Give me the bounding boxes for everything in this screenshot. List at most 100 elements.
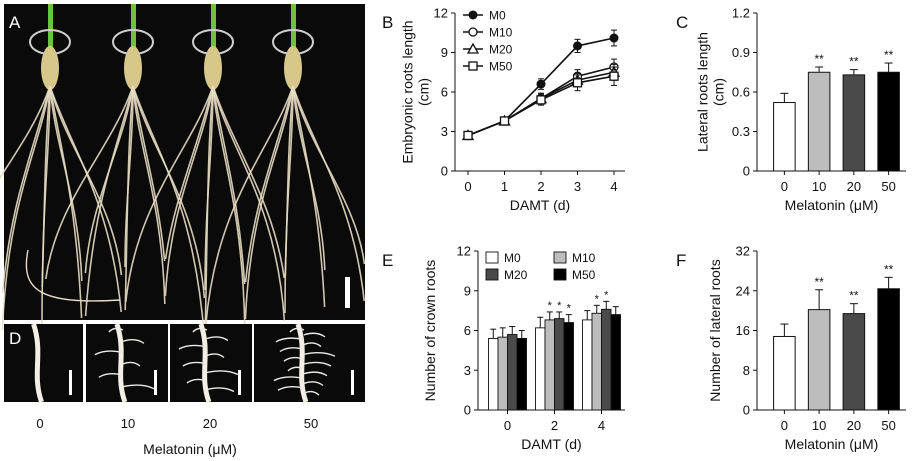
legend-label: M0 bbox=[504, 251, 521, 265]
y-tick-label: 32 bbox=[736, 244, 750, 259]
root-strand bbox=[212, 85, 285, 279]
root-strand bbox=[164, 85, 214, 297]
root-strand bbox=[25, 249, 121, 302]
legend-marker-m0 bbox=[468, 10, 478, 20]
bar-m0-4 bbox=[582, 319, 593, 411]
lateral-root bbox=[303, 361, 332, 367]
root-strand bbox=[1, 85, 51, 294]
y-tick-label: 0 bbox=[743, 403, 750, 418]
x-tick-label: 1 bbox=[501, 179, 508, 194]
x-tick-label: 0 bbox=[464, 179, 471, 194]
y-axis-label: Lateral roots length(cm) bbox=[694, 32, 726, 152]
scale-bar-d bbox=[154, 370, 157, 395]
y-tick-label: 24 bbox=[736, 283, 750, 298]
lateral-root bbox=[206, 370, 239, 376]
scale-bar-d bbox=[238, 370, 241, 395]
y-axis-label: Embryonic roots length(cm) bbox=[399, 20, 431, 163]
x-tick-label: 10 bbox=[812, 418, 826, 433]
legend-label: M50 bbox=[572, 268, 596, 282]
d-tick-20: 20 bbox=[203, 416, 217, 431]
seed bbox=[124, 46, 142, 90]
bar-m20-2 bbox=[554, 318, 565, 411]
d-tick-10: 10 bbox=[121, 416, 135, 431]
lateral-root bbox=[289, 327, 305, 333]
x-tick-label: 2 bbox=[551, 418, 558, 433]
lateral-root bbox=[303, 351, 336, 357]
y-tick-label: 0.6 bbox=[732, 85, 750, 100]
stem bbox=[48, 4, 53, 50]
bar-m50-4 bbox=[610, 314, 621, 411]
legend-swatch-m20 bbox=[485, 268, 499, 281]
y-tick-label: 1.2 bbox=[732, 6, 750, 21]
root-strand bbox=[49, 85, 123, 276]
x-tick-label: 0 bbox=[781, 418, 788, 433]
y-axis-label: Number of crown roots bbox=[422, 260, 438, 402]
root-strand bbox=[244, 85, 294, 320]
x-tick-label: 4 bbox=[610, 179, 617, 194]
stem bbox=[291, 4, 296, 50]
legend-swatch-m10 bbox=[553, 251, 567, 264]
d-xlabel: Melatonin (μM) bbox=[143, 441, 237, 457]
point-m50 bbox=[609, 71, 619, 81]
root-strand bbox=[205, 85, 294, 326]
x-tick-label: 0 bbox=[504, 418, 511, 433]
y-tick-label: 9 bbox=[441, 45, 448, 60]
legend-swatch-m50 bbox=[553, 268, 567, 281]
scale-bar-d bbox=[351, 370, 354, 395]
panel-d-photos: D 0 10 20 50 Melatonin (μM) bbox=[4, 323, 365, 457]
root-strand bbox=[0, 85, 51, 180]
significance-marker: ** bbox=[814, 275, 824, 289]
bar-10 bbox=[807, 309, 831, 411]
lateral-root bbox=[98, 373, 124, 378]
bar-m20-0 bbox=[507, 334, 518, 411]
x-tick-label: 50 bbox=[881, 179, 895, 194]
point-m0 bbox=[609, 33, 619, 43]
lateral-root bbox=[182, 361, 208, 367]
lateral-root bbox=[94, 350, 124, 356]
bar-0 bbox=[773, 335, 796, 411]
d-tick-50: 50 bbox=[304, 416, 318, 431]
lateral-root bbox=[122, 339, 145, 344]
root-strand bbox=[41, 85, 51, 325]
significance-marker: ** bbox=[884, 48, 894, 62]
lateral-root bbox=[178, 344, 208, 350]
stem bbox=[211, 4, 216, 50]
bar-m0-2 bbox=[535, 327, 546, 411]
lateral-root bbox=[279, 347, 305, 353]
y-tick-label: 0 bbox=[743, 164, 750, 179]
panel-letter-c: C bbox=[676, 13, 688, 32]
root-strand bbox=[292, 85, 365, 302]
root-strand bbox=[1, 85, 51, 331]
lateral-root bbox=[283, 356, 305, 362]
seed bbox=[284, 46, 302, 90]
x-tick-label: 0 bbox=[781, 179, 788, 194]
root-strand bbox=[132, 85, 206, 299]
root-systems-illustration bbox=[0, 4, 366, 336]
y-tick-label: 12 bbox=[457, 244, 471, 259]
x-axis-label: DAMT (d) bbox=[510, 197, 570, 213]
main-root bbox=[295, 323, 309, 403]
legend-swatch-m0 bbox=[485, 251, 499, 264]
bar-0 bbox=[773, 102, 796, 172]
root-strand bbox=[45, 85, 134, 280]
root-strand bbox=[124, 85, 134, 268]
bar-10 bbox=[807, 71, 831, 172]
y-tick-label: 16 bbox=[736, 323, 750, 338]
root-strand bbox=[164, 85, 214, 260]
point-m50 bbox=[572, 78, 583, 88]
lateral-root bbox=[206, 387, 235, 393]
root-strand bbox=[292, 85, 366, 265]
panel-letter-e: E bbox=[382, 251, 393, 270]
legend-label: M50 bbox=[489, 60, 513, 74]
legend-marker-m20 bbox=[466, 42, 480, 54]
root-strand bbox=[212, 85, 246, 328]
significance-marker: * bbox=[595, 293, 600, 305]
legend-label: M0 bbox=[489, 9, 506, 23]
legend-marker-m10 bbox=[468, 27, 478, 37]
y-axis-label: Number of lateral roots bbox=[707, 259, 723, 401]
bar-20 bbox=[842, 74, 866, 172]
seed bbox=[204, 46, 222, 90]
x-tick-label: 4 bbox=[598, 418, 605, 433]
x-axis-label: Melatonin (μM) bbox=[785, 436, 879, 452]
seed bbox=[41, 46, 59, 90]
